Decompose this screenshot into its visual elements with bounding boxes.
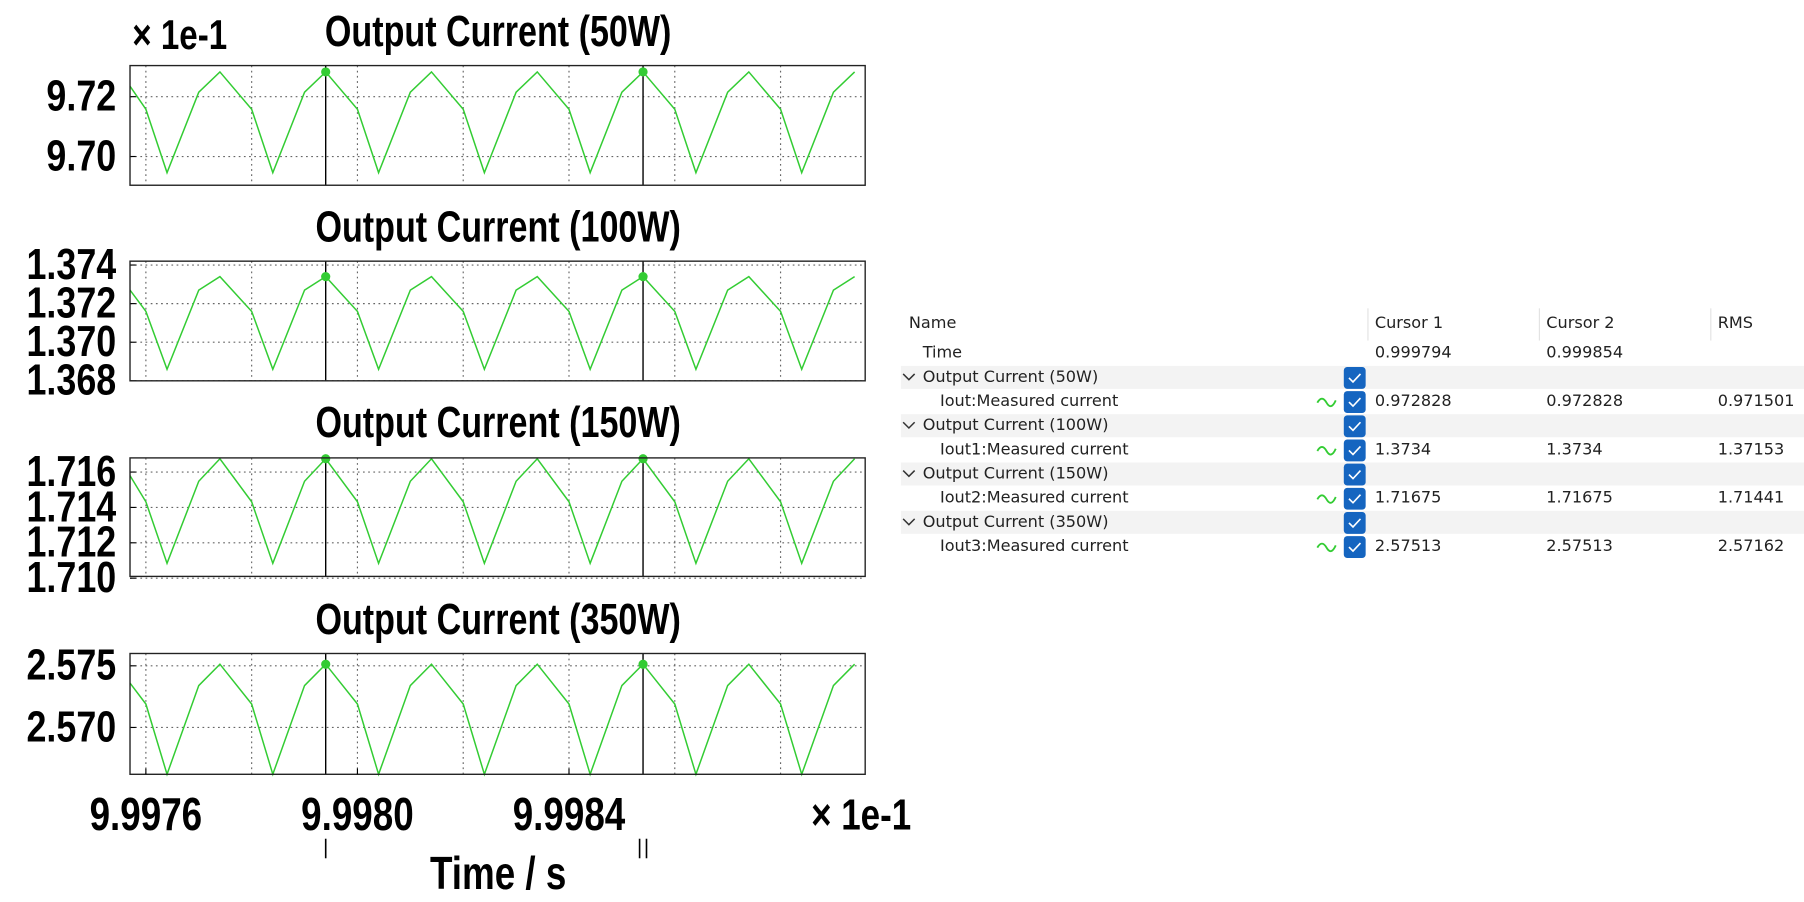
plot-area: [130, 261, 866, 381]
checkbox-check[interactable]: [1348, 397, 1362, 408]
y-multiplier: × 1e-1: [132, 11, 227, 57]
signal-icon: [1316, 494, 1337, 504]
y-tick-label: 1.372: [27, 279, 117, 327]
y-tick-label: 9.70: [46, 132, 116, 180]
expand-chevron[interactable]: [902, 373, 916, 381]
plot-frame: [129, 457, 866, 578]
checkbox[interactable]: [1343, 487, 1366, 510]
column-header: Name: [909, 313, 957, 332]
expand-chevron[interactable]: [902, 518, 916, 526]
cursor-point: [638, 67, 648, 77]
series-line: [129, 457, 856, 566]
chart-title: Output Current (100W): [315, 204, 680, 252]
plot-area: [130, 653, 866, 775]
y-tick-label: 1.370: [27, 318, 117, 366]
cell: 0.972828: [1546, 391, 1623, 410]
checkbox-check[interactable]: [1348, 518, 1362, 529]
plot-frame: [129, 260, 866, 382]
checkbox[interactable]: [1343, 415, 1366, 438]
y-tick-label: 1.716: [27, 448, 117, 496]
cursor-point: [321, 272, 331, 282]
checkbox[interactable]: [1343, 391, 1366, 414]
cell: 1.71675: [1375, 488, 1442, 507]
cursor-point: [321, 67, 331, 77]
y-tick-label: 2.575: [27, 641, 117, 689]
signal-name: Iout3:Measured current: [940, 536, 1129, 555]
cell: 2.57513: [1546, 536, 1613, 555]
chart-title: Output Current (50W): [325, 8, 672, 56]
cursor-point: [638, 454, 648, 464]
cell: 1.71441: [1718, 488, 1785, 507]
expand-chevron[interactable]: [902, 421, 916, 430]
signal-name: Iout2:Measured current: [940, 488, 1129, 507]
signal-icon: [1316, 397, 1337, 408]
signal-icon: [1316, 542, 1337, 553]
checkbox[interactable]: [1343, 536, 1366, 558]
series-line: [129, 275, 856, 372]
plot-frame: [129, 652, 866, 775]
row-name: Time: [922, 343, 962, 362]
cell: 1.3734: [1375, 439, 1431, 458]
column-header: Cursor 2: [1546, 313, 1614, 332]
group-name: Output Current (150W): [923, 464, 1109, 483]
group-name: Output Current (350W): [923, 512, 1109, 531]
y-tick-label: 1.374: [27, 241, 117, 289]
checkbox[interactable]: [1343, 463, 1366, 486]
checkbox-check[interactable]: [1348, 445, 1362, 456]
column-header: RMS: [1718, 313, 1753, 332]
plot-area: [130, 457, 866, 577]
y-tick-label: 1.710: [27, 554, 117, 602]
plot-frame: [129, 64, 866, 186]
cell: 1.3734: [1546, 439, 1602, 458]
chart-title: Output Current (350W): [315, 596, 680, 644]
group-name: Output Current (100W): [923, 415, 1109, 434]
cell: 0.972828: [1375, 391, 1452, 410]
group-name: Output Current (50W): [923, 367, 1099, 386]
signal-name: Iout1:Measured current: [940, 439, 1129, 458]
cell: 2.57513: [1375, 536, 1442, 555]
cell: 0.999854: [1546, 343, 1623, 362]
cursor-point: [321, 659, 331, 669]
series-line: [129, 70, 856, 175]
y-tick-label: 1.368: [27, 356, 117, 404]
checkbox[interactable]: [1343, 367, 1366, 389]
checkbox-check[interactable]: [1348, 373, 1362, 384]
chart-title: Output Current (150W): [315, 399, 680, 447]
x-tick-label: 9.9976: [90, 788, 203, 840]
checkbox-check[interactable]: [1348, 494, 1362, 504]
checkbox-check[interactable]: [1348, 421, 1362, 432]
x-tick-label: 9.9980: [301, 788, 414, 840]
cell: 0.999794: [1375, 343, 1452, 362]
y-tick-label: 1.714: [27, 483, 117, 531]
checkbox-check[interactable]: [1348, 470, 1362, 480]
cell: 1.71675: [1546, 488, 1613, 507]
y-tick-label: 2.570: [27, 703, 117, 751]
signal-name: Iout:Measured current: [940, 391, 1118, 410]
column-header: Cursor 1: [1375, 313, 1443, 332]
y-tick-label: 9.72: [46, 72, 116, 120]
cell: 2.57162: [1718, 536, 1785, 555]
checkbox-check[interactable]: [1348, 542, 1362, 553]
x-tick-label: 9.9984: [513, 788, 626, 840]
signal-icon: [1316, 446, 1337, 456]
cell: 1.37153: [1718, 439, 1785, 458]
y-tick-label: 1.712: [27, 518, 117, 566]
cell: 0.971501: [1718, 391, 1795, 410]
x-axis-label: Time / s: [430, 847, 566, 899]
cursor-point: [638, 272, 648, 282]
checkbox[interactable]: [1343, 511, 1366, 534]
x-multiplier: × 1e-1: [811, 791, 911, 840]
cursor-point: [638, 659, 648, 669]
cursor-point: [321, 454, 331, 464]
expand-chevron[interactable]: [902, 470, 916, 478]
plot-area: [130, 65, 866, 186]
checkbox[interactable]: [1343, 439, 1366, 462]
